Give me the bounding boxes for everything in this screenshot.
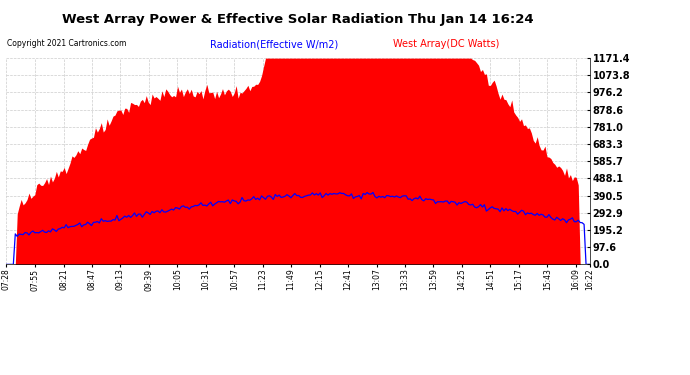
Text: West Array Power & Effective Solar Radiation Thu Jan 14 16:24: West Array Power & Effective Solar Radia… <box>62 13 534 26</box>
Text: West Array(DC Watts): West Array(DC Watts) <box>393 39 500 50</box>
Text: Copyright 2021 Cartronics.com: Copyright 2021 Cartronics.com <box>7 39 126 48</box>
Text: Radiation(Effective W/m2): Radiation(Effective W/m2) <box>210 39 339 50</box>
